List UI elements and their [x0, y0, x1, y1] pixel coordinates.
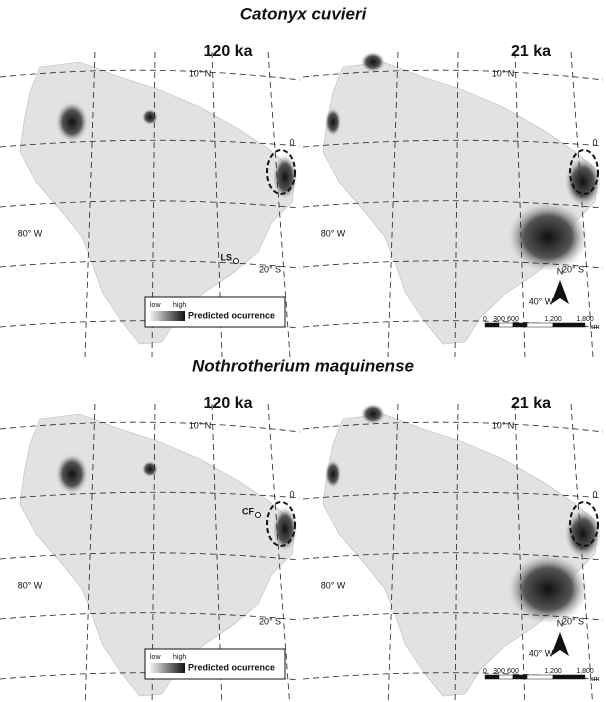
- north-label: N: [557, 618, 564, 628]
- scale-unit: km: [590, 676, 600, 683]
- legend-low: low: [150, 654, 161, 661]
- graticule-label: 0: [592, 489, 597, 499]
- north-label: N: [557, 266, 564, 276]
- graticule-label: 10° N: [492, 68, 515, 78]
- period-label: 21 ka: [511, 43, 551, 60]
- scale-bar: [499, 323, 513, 327]
- scale-bar: [513, 675, 527, 679]
- legend-ramp: [150, 311, 185, 321]
- scale-tick: 600: [507, 668, 519, 675]
- scale-unit: km: [590, 324, 600, 331]
- scale-bar: [553, 323, 585, 327]
- occurrence: [142, 109, 158, 125]
- graticule-label: 80° W: [321, 580, 346, 590]
- scale-bar: [553, 675, 585, 679]
- graticule-label: 40° W: [529, 296, 554, 306]
- graticule-label: 80° W: [18, 228, 43, 238]
- occurrence: [56, 102, 88, 142]
- legend-low: low: [150, 302, 161, 309]
- scale-bar: [499, 675, 513, 679]
- graticule-label: 0: [289, 137, 294, 147]
- graticule-label: 0: [592, 137, 597, 147]
- graticule-label: 10° N: [189, 420, 212, 430]
- occurrence: [325, 108, 341, 136]
- legend-label: Predicted ocurrence: [188, 662, 275, 672]
- graticule-label: 80° W: [18, 580, 43, 590]
- scale-tick: 0: [483, 668, 487, 675]
- graticule-label: 20° S: [562, 264, 584, 274]
- graticule-label: 40° W: [529, 648, 554, 658]
- map-panel: 21 ka 10° N 0 20° S 80° W 40° W 0 300600 1,200 1,…: [303, 395, 603, 702]
- scale-tick: 1,200: [544, 668, 562, 675]
- site-label: CF: [242, 506, 254, 516]
- scale-tick: 300: [493, 668, 505, 675]
- occurrence: [361, 52, 385, 72]
- scale-bar: [527, 675, 553, 679]
- figure-title: Catonyx cuvieri: [240, 4, 368, 23]
- graticule-label: 0: [289, 489, 294, 499]
- scale-tick: 1,800: [576, 316, 594, 323]
- period-label: 21 ka: [511, 395, 551, 412]
- scale-tick: 600: [507, 316, 519, 323]
- period-label: 120 ka: [204, 395, 253, 412]
- graticule-label: 10° N: [189, 68, 212, 78]
- scale-bar: [485, 323, 499, 327]
- occurrence: [142, 461, 158, 477]
- scale-bar: [527, 323, 553, 327]
- site-label: LS: [220, 252, 232, 262]
- legend-ramp: [150, 663, 185, 673]
- occurrence: [56, 454, 88, 494]
- figure: Catonyx cuvieri 120 ka 10° N 0 20° S 80° W 40°…: [0, 0, 606, 702]
- site-marker: [256, 513, 261, 518]
- legend-high: high: [173, 302, 186, 309]
- north-arrow: [551, 632, 569, 656]
- scale-tick: 1,800: [576, 668, 594, 675]
- graticule-label: 80° W: [321, 228, 346, 238]
- graticule-label: 20° S: [259, 264, 281, 274]
- occurrence: [361, 404, 385, 424]
- legend-high: high: [173, 654, 186, 661]
- scale-tick: 300: [493, 316, 505, 323]
- north-arrow: [551, 280, 569, 304]
- graticule-label: 10° N: [492, 420, 515, 430]
- scale-bar: [513, 323, 527, 327]
- period-label: 120 ka: [204, 43, 253, 60]
- occurrence: [325, 460, 341, 488]
- site-marker: [234, 259, 239, 264]
- figure-title: Nothrotherium maquinense: [192, 356, 414, 375]
- scale-bar: [485, 675, 499, 679]
- scale-tick: 1,200: [544, 316, 562, 323]
- map-panel: 120 ka10° N020° S80° W40° WLSlowhighPred…: [0, 43, 300, 357]
- graticule-label: 20° S: [562, 616, 584, 626]
- graticule-label: 20° S: [259, 616, 281, 626]
- scale-tick: 0: [483, 316, 487, 323]
- legend-label: Predicted ocurrence: [188, 310, 275, 320]
